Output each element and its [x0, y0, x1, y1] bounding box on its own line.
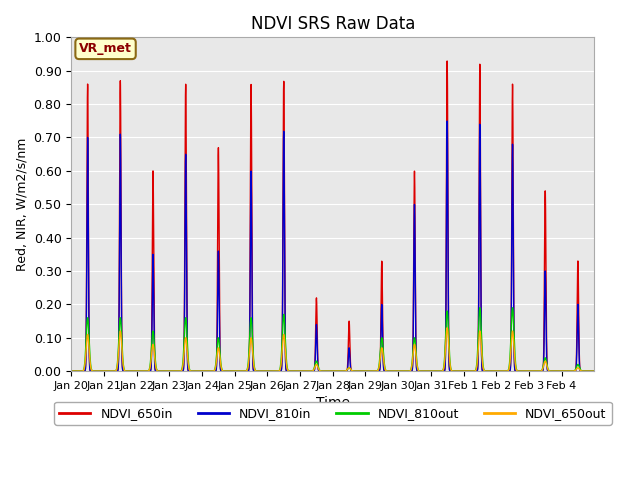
NDVI_810out	[352, 368, 360, 374]
NDVI_650out	[502, 368, 509, 374]
NDVI_650out	[476, 329, 484, 335]
NDVI_650in	[476, 73, 484, 79]
NDVI_810out	[67, 368, 75, 374]
NDVI_810in	[352, 368, 360, 374]
NDVI_650out	[515, 368, 523, 374]
NDVI_650in	[591, 368, 598, 374]
NDVI_810in	[476, 131, 484, 137]
NDVI_650in	[444, 58, 451, 64]
Line: NDVI_650in: NDVI_650in	[71, 61, 595, 371]
NDVI_810in	[380, 367, 388, 373]
NDVI_650in	[380, 367, 388, 372]
NDVI_650out	[67, 368, 75, 374]
NDVI_810out	[515, 368, 523, 374]
NDVI_650in	[352, 368, 360, 374]
NDVI_650out	[591, 368, 598, 374]
NDVI_810out	[176, 368, 184, 374]
NDVI_650in	[515, 368, 523, 374]
NDVI_650out	[352, 368, 360, 374]
NDVI_650in	[176, 368, 184, 374]
NDVI_650out	[380, 360, 388, 366]
Text: VR_met: VR_met	[79, 42, 132, 55]
Line: NDVI_650out: NDVI_650out	[71, 328, 595, 371]
Line: NDVI_810out: NDVI_810out	[71, 308, 595, 371]
NDVI_650in	[67, 368, 75, 374]
Legend: NDVI_650in, NDVI_810in, NDVI_810out, NDVI_650out: NDVI_650in, NDVI_810in, NDVI_810out, NDV…	[54, 402, 611, 425]
NDVI_650in	[502, 368, 509, 374]
NDVI_650out	[444, 325, 451, 331]
NDVI_810in	[67, 368, 75, 374]
Line: NDVI_810in: NDVI_810in	[71, 121, 595, 371]
NDVI_810out	[380, 356, 388, 362]
NDVI_810out	[591, 368, 598, 374]
Y-axis label: Red, NIR, W/m2/s/nm: Red, NIR, W/m2/s/nm	[15, 138, 28, 271]
NDVI_650out	[176, 368, 184, 374]
NDVI_810in	[502, 368, 509, 374]
NDVI_810in	[591, 368, 598, 374]
X-axis label: Time: Time	[316, 396, 350, 410]
NDVI_810in	[176, 368, 184, 374]
NDVI_810in	[515, 368, 523, 374]
NDVI_810out	[509, 305, 516, 311]
Title: NDVI SRS Raw Data: NDVI SRS Raw Data	[251, 15, 415, 33]
NDVI_810out	[476, 305, 484, 311]
NDVI_810in	[444, 118, 451, 124]
NDVI_810out	[502, 368, 509, 374]
